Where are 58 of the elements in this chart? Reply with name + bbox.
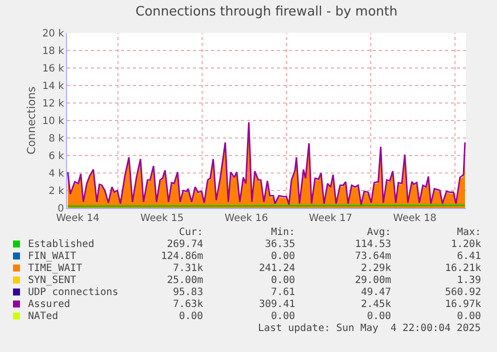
text: 0.00 xyxy=(367,311,392,322)
text: 0.00 xyxy=(179,311,204,322)
text: Avg: xyxy=(367,227,392,238)
legend-label: Assured xyxy=(28,299,70,310)
y-tick-label: 8 k xyxy=(48,134,64,144)
text: 7.31k xyxy=(173,263,204,274)
text: 36.35 xyxy=(265,239,296,250)
legend-label: FIN_WAIT xyxy=(28,251,76,262)
text: 73.64m xyxy=(355,251,392,262)
legend-label: Established xyxy=(28,239,94,250)
text: 25.00m xyxy=(167,275,204,286)
text: 49.47 xyxy=(361,287,392,298)
text: 95.83 xyxy=(173,287,204,298)
text: Cur: xyxy=(179,227,204,238)
text: Min: xyxy=(271,227,296,238)
text: 560.92 xyxy=(445,287,482,298)
text: 16.97k xyxy=(445,299,482,310)
text: 124.86m xyxy=(161,251,204,262)
text: 241.24 xyxy=(259,263,296,274)
x-tick-label: Week 17 xyxy=(308,213,352,224)
text: 269.74 xyxy=(167,239,204,250)
x-tick-label: Week 15 xyxy=(140,213,184,224)
text: 7.63k xyxy=(173,299,204,310)
y-tick-label: 20 k xyxy=(42,28,64,40)
y-tick-label: 14 k xyxy=(42,81,64,92)
text: 2.45k xyxy=(361,299,392,310)
y-tick-label: 4 k xyxy=(48,168,64,180)
text: 1.39 xyxy=(457,275,482,286)
text: 6.41 xyxy=(457,251,482,262)
text: 16.21k xyxy=(445,263,482,274)
y-tick-label: 0 xyxy=(58,204,64,214)
legend-label: TIME_WAIT xyxy=(28,263,82,274)
text: 7.61 xyxy=(271,287,296,298)
legend-label: SYN_SENT xyxy=(28,275,76,286)
text: 114.53 xyxy=(355,239,392,250)
x-tick-label: Week 18 xyxy=(393,213,436,224)
text: 29.00m xyxy=(355,275,392,286)
x-tick-label: Week 14 xyxy=(56,213,100,224)
text: 2.29k xyxy=(361,263,392,274)
y-tick-label: 18 k xyxy=(42,46,64,57)
text: Max: xyxy=(457,227,482,238)
text: Last update: Sun May 4 22:00:04 2025 xyxy=(258,323,481,334)
y-tick-label: 16 k xyxy=(42,64,64,74)
legend-label: UDP connections xyxy=(28,287,118,298)
text: 309.41 xyxy=(259,299,296,310)
y-tick-label: 12 k xyxy=(42,98,64,110)
text: 0.00 xyxy=(271,251,296,262)
text: 0.00 xyxy=(457,311,482,322)
x-tick-label: Week 16 xyxy=(224,213,268,224)
y-tick-label: 2 k xyxy=(48,186,64,197)
text: 0.00 xyxy=(271,311,296,322)
y-tick-label: 10 k xyxy=(42,116,64,127)
legend-label: NATed xyxy=(28,311,58,322)
y-axis-title: Connections xyxy=(24,86,38,154)
text: 1.20k xyxy=(451,239,482,250)
text: 0.00 xyxy=(271,275,296,286)
y-tick-label: 6 k xyxy=(48,151,64,162)
chart-title: Connections through firewall - by month xyxy=(136,4,398,20)
